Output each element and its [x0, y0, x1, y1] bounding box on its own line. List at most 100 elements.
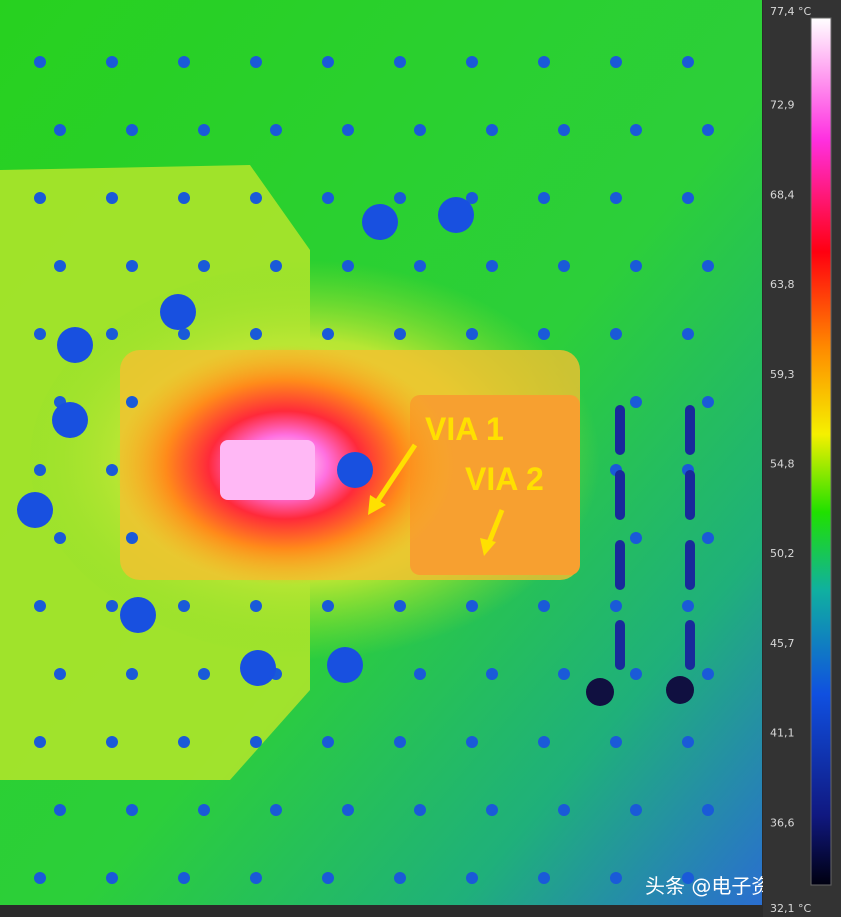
via [250, 328, 262, 340]
scale-label: 59,3 [770, 368, 795, 381]
via [610, 192, 622, 204]
via [250, 736, 262, 748]
via [702, 532, 714, 544]
ic [220, 440, 315, 500]
via [702, 260, 714, 272]
via [414, 804, 426, 816]
via [558, 260, 570, 272]
via [466, 56, 478, 68]
via [322, 328, 334, 340]
slot [685, 405, 695, 455]
arrow [485, 509, 505, 546]
via [178, 736, 190, 748]
arrow [372, 443, 418, 507]
via [414, 124, 426, 136]
slot [685, 470, 695, 520]
via [702, 396, 714, 408]
via [466, 872, 478, 884]
via [630, 124, 642, 136]
scale-label: 68,4 [770, 188, 795, 201]
color-bar [810, 17, 832, 886]
via [178, 56, 190, 68]
annotation: VIA 2 [465, 461, 544, 497]
via [106, 192, 118, 204]
via [394, 872, 406, 884]
via [394, 328, 406, 340]
via [538, 872, 550, 884]
via [198, 260, 210, 272]
via [270, 804, 282, 816]
vias [17, 56, 714, 884]
via [106, 328, 118, 340]
via [394, 600, 406, 612]
large-via [160, 294, 196, 330]
via [538, 600, 550, 612]
via [178, 192, 190, 204]
via [54, 532, 66, 544]
large-via [327, 647, 363, 683]
arrow-head [480, 538, 496, 556]
via [34, 328, 46, 340]
via [54, 124, 66, 136]
via [682, 736, 694, 748]
via [610, 872, 622, 884]
via [178, 872, 190, 884]
via [54, 668, 66, 680]
via [322, 56, 334, 68]
large-via [57, 327, 93, 363]
large-via [240, 650, 276, 686]
via [538, 328, 550, 340]
via [270, 124, 282, 136]
via [702, 124, 714, 136]
via [250, 56, 262, 68]
via [630, 396, 642, 408]
scale-max: 77,4 °C [770, 5, 811, 18]
via [466, 736, 478, 748]
via [34, 192, 46, 204]
via [394, 736, 406, 748]
via [466, 600, 478, 612]
via [466, 192, 478, 204]
via [486, 124, 498, 136]
via [394, 56, 406, 68]
via [126, 804, 138, 816]
large-via [120, 597, 156, 633]
via [630, 532, 642, 544]
via [702, 804, 714, 816]
via [486, 668, 498, 680]
via [250, 872, 262, 884]
via [630, 804, 642, 816]
via [630, 668, 642, 680]
via [342, 124, 354, 136]
via [106, 464, 118, 476]
via [538, 736, 550, 748]
via [198, 668, 210, 680]
via [106, 872, 118, 884]
via [54, 804, 66, 816]
via [702, 668, 714, 680]
via [250, 600, 262, 612]
via [610, 600, 622, 612]
via [342, 804, 354, 816]
via [466, 328, 478, 340]
via [34, 736, 46, 748]
large-via [52, 402, 88, 438]
slot [615, 405, 625, 455]
via [610, 328, 622, 340]
slot [615, 470, 625, 520]
via [322, 600, 334, 612]
annotation: VIA 1 [425, 411, 504, 447]
large-via [17, 492, 53, 528]
scale-label: 72,9 [770, 99, 795, 112]
scale-label: 41,1 [770, 727, 795, 740]
via [322, 192, 334, 204]
mount-hole [586, 678, 614, 706]
via [198, 124, 210, 136]
via [558, 804, 570, 816]
via [558, 668, 570, 680]
via [322, 736, 334, 748]
large-via [362, 204, 398, 240]
via [342, 260, 354, 272]
via [34, 600, 46, 612]
